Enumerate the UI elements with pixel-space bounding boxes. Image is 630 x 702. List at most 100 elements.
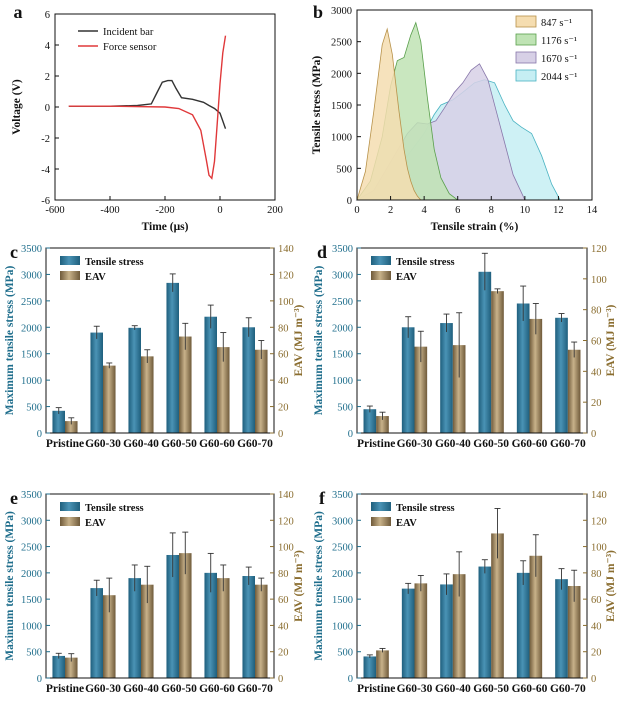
eav-bar	[567, 586, 581, 678]
category-label: G60-40	[123, 438, 159, 450]
y2-axis-label: EAV (MJ m⁻³)	[605, 550, 617, 622]
y-tick-label: 2500	[332, 543, 353, 554]
panel-label-d: d	[317, 242, 327, 262]
x-tick-label: -600	[45, 205, 64, 216]
eav-bar	[103, 365, 116, 433]
x-tick-label: 14	[587, 205, 598, 216]
legend-label-stress: Tensile stress	[396, 503, 455, 514]
y2-tick-label: 60	[278, 350, 289, 361]
y-tick-label: 2500	[21, 297, 42, 308]
y2-tick-label: 20	[278, 648, 289, 659]
legend-label-eav: EAV	[396, 272, 417, 283]
stress-bar	[204, 316, 217, 433]
y-tick-label: 2500	[21, 543, 42, 554]
eav-bar	[255, 349, 268, 433]
stress-bar	[166, 554, 179, 678]
y-tick-label: 3500	[332, 244, 353, 255]
y2-tick-label: 20	[591, 648, 602, 659]
legend-swatch-stress	[371, 502, 391, 511]
category-label: G60-70	[237, 683, 273, 695]
y-tick-label: 1500	[21, 595, 42, 606]
eav-bar	[376, 416, 389, 433]
category-label: G60-50	[161, 438, 197, 450]
x-tick-label: 4	[422, 205, 428, 216]
plot-frame	[45, 247, 275, 434]
stress-bar	[204, 572, 217, 678]
y-tick-label: 0	[348, 429, 353, 440]
y-tick-label: 1000	[332, 621, 353, 632]
y2-tick-label: 140	[591, 490, 607, 501]
y2-axis-label: EAV (MJ m⁻³)	[293, 550, 305, 622]
series-line-0	[68, 79, 227, 129]
y-tick-label: 500	[336, 164, 352, 175]
category-label: G60-30	[397, 683, 433, 695]
y-tick-label: 0	[37, 674, 42, 685]
y2-tick-label: 80	[591, 569, 602, 580]
x-tick-label: 0	[217, 205, 222, 216]
legend-label-1: Force sensor	[103, 42, 157, 53]
y-tick-label: 1500	[21, 350, 42, 361]
y-axis-label: Maximum tensile stress (MPa)	[4, 266, 16, 416]
stress-bar	[555, 317, 568, 433]
eav-bar	[179, 336, 192, 433]
legend-label-stress: Tensile stress	[85, 257, 144, 268]
legend-label-2: 1670 s⁻¹	[541, 54, 577, 65]
legend-swatch-stress	[371, 256, 391, 265]
eav-bar	[217, 347, 230, 433]
category-label: G60-60	[199, 683, 235, 695]
stress-bar	[52, 655, 65, 678]
y-tick-label: 2	[45, 72, 50, 83]
y-tick-label: -2	[41, 134, 50, 145]
x-tick-label: 200	[267, 205, 283, 216]
y2-tick-label: 40	[278, 621, 289, 632]
eav-bar	[452, 574, 466, 678]
y-tick-label: 2000	[332, 323, 353, 334]
y-tick-label: 2500	[331, 38, 352, 49]
y2-tick-label: 100	[591, 275, 607, 286]
panel-c-chart: c Pristine G60-30 G60-40 G60-50 G60-60 G60-70 0…	[4, 242, 305, 450]
y2-tick-label: 0	[591, 674, 596, 685]
x-tick-label: -200	[155, 205, 174, 216]
x-tick-label: 8	[489, 205, 494, 216]
stress-bar	[555, 579, 568, 678]
category-label: G60-60	[512, 683, 548, 695]
y-tick-label: 3500	[332, 490, 353, 501]
y2-tick-label: 140	[278, 244, 294, 255]
eav-bar	[414, 583, 428, 678]
y-tick-label: 1000	[21, 621, 42, 632]
panel-a-chart: a -600 -400 -200 0 200 -6 -4 -2 0 2 4 6 Time (μs) Volt…	[11, 2, 283, 233]
y2-tick-label: 40	[591, 621, 602, 632]
stress-bar	[363, 409, 377, 433]
stress-bar	[52, 410, 65, 433]
x-tick-label: 12	[553, 205, 564, 216]
x-axis-label: Tensile strain (%)	[431, 221, 519, 233]
legend-label-eav: EAV	[85, 272, 106, 283]
eav-bar	[103, 595, 116, 678]
y-axis-label: Tensile stress (MPa)	[311, 56, 323, 155]
y-tick-label: -4	[41, 165, 50, 176]
legend-swatch-eav	[371, 271, 391, 280]
y-tick-label: 0	[45, 103, 50, 114]
eav-bar	[567, 349, 581, 433]
x-axis-label: Time (μs)	[142, 221, 189, 233]
category-label: G60-30	[85, 683, 121, 695]
y2-tick-label: 120	[591, 516, 607, 527]
eav-bar	[255, 584, 268, 678]
y-tick-label: 2500	[332, 297, 353, 308]
y-tick-label: 1500	[332, 350, 353, 361]
y-tick-label: 3000	[331, 6, 352, 17]
legend-swatch-2	[515, 51, 537, 64]
y2-tick-label: 60	[591, 595, 602, 606]
stress-bar	[516, 303, 530, 433]
y-axis-label: Maximum tensile stress (MPa)	[313, 511, 325, 661]
stress-bar	[478, 271, 492, 433]
legend-swatch-eav	[371, 517, 391, 526]
y2-axis-label: EAV (MJ m⁻³)	[605, 304, 617, 376]
stress-bar	[516, 572, 530, 678]
legend-swatch-stress	[60, 256, 80, 265]
y-tick-label: 6	[45, 10, 50, 21]
y2-tick-label: 80	[591, 306, 602, 317]
y-tick-label: 2000	[331, 69, 352, 80]
y2-tick-label: 120	[591, 244, 607, 255]
x-tick-label: 10	[520, 205, 531, 216]
